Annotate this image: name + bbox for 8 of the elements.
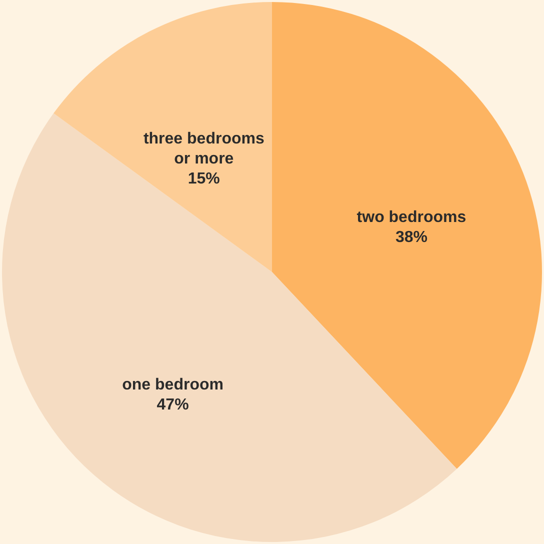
- data-label: 15%: [188, 170, 220, 188]
- slice-label: three bedrooms or more: [143, 130, 264, 168]
- data-label: 38%: [395, 228, 428, 246]
- pie-slice: [272, 2, 542, 469]
- data-label: 47%: [156, 396, 189, 414]
- slice-label: two bedrooms: [356, 208, 466, 226]
- pie-slice: [54, 2, 272, 272]
- slice-label: one bedroom: [122, 376, 224, 394]
